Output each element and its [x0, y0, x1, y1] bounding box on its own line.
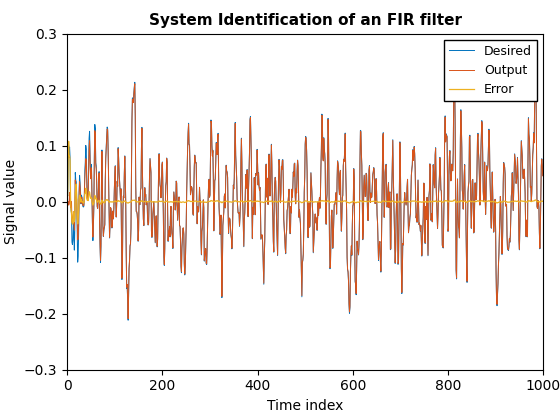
Y-axis label: Signal value: Signal value [4, 159, 18, 244]
Error [69, 221, 76, 226]
Output [444, 134, 450, 139]
Output [64, 199, 71, 204]
Output [539, 173, 546, 178]
Desired [125, 318, 132, 323]
Line: Output: Output [67, 68, 543, 319]
X-axis label: Time index: Time index [267, 399, 343, 413]
Error [539, 199, 546, 204]
Error [113, 199, 120, 204]
Desired [64, 192, 71, 197]
Error [391, 200, 398, 205]
Desired [256, 185, 263, 190]
Line: Desired: Desired [67, 67, 543, 320]
Desired [532, 64, 539, 69]
Error [436, 199, 442, 204]
Output [113, 197, 119, 202]
Desired [274, 236, 281, 241]
Output [532, 66, 539, 71]
Error [444, 199, 451, 204]
Output [125, 316, 132, 321]
Desired [539, 173, 546, 178]
Desired [391, 220, 398, 225]
Desired [435, 192, 442, 197]
Error [64, 192, 71, 197]
Error [257, 199, 264, 204]
Desired [444, 133, 450, 138]
Legend: Desired, Output, Error: Desired, Output, Error [444, 40, 537, 101]
Error [274, 200, 281, 205]
Output [435, 192, 442, 197]
Error [66, 139, 72, 144]
Output [274, 236, 281, 241]
Title: System Identification of an FIR filter: System Identification of an FIR filter [149, 13, 461, 28]
Line: Error: Error [67, 141, 543, 224]
Output [256, 185, 263, 190]
Output [391, 220, 398, 225]
Desired [113, 197, 119, 202]
